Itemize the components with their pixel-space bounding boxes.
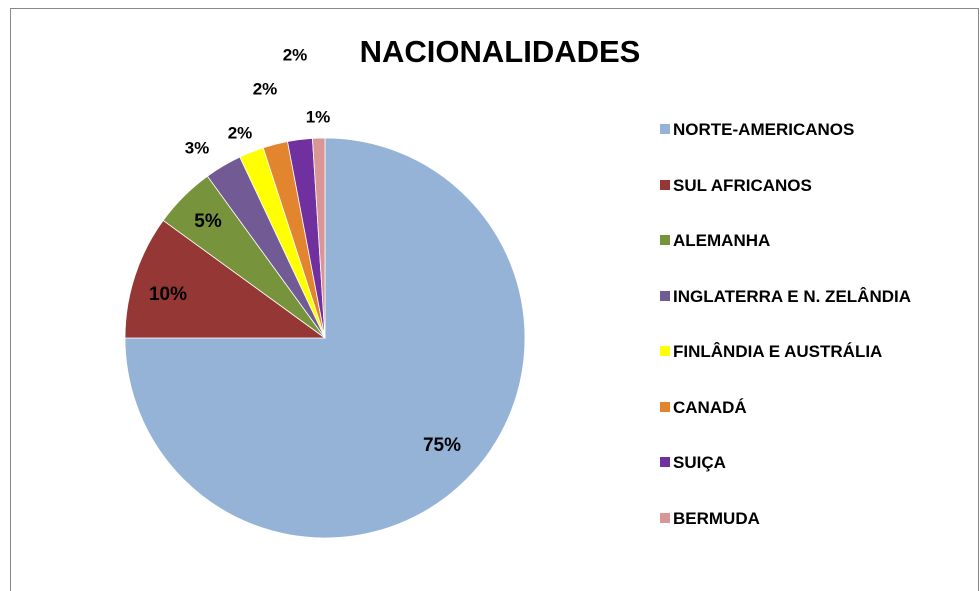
legend-swatch [660,512,670,523]
data-label: 3% [185,138,210,157]
legend-label: CANADÁ [673,397,747,417]
legend-label: SUIÇA [673,453,726,472]
chart-title: NACIONALIDADES [360,34,641,69]
legend-swatch [660,346,670,356]
legend-item: FINLÂNDIA E AUSTRÁLIA [660,342,973,361]
pie-slice [312,137,326,339]
data-label: 2% [228,123,253,142]
legend-swatch [660,235,670,245]
data-label: 2% [283,45,308,64]
legend-label: FINLÂNDIA E AUSTRÁLIA [673,342,883,361]
legend-label: INGLATERRA E N. ZELÂNDIA [673,286,911,306]
legend-label: NORTE-AMERICANOS [673,120,855,139]
legend-item: BERMUDA [660,509,973,528]
legend-swatch [660,124,670,134]
data-label: 1% [306,107,331,126]
data-label: 10% [149,284,187,305]
legend-item: SUL AFRICANOS [660,176,973,195]
legend-label: BERMUDA [673,508,760,528]
legend-swatch [660,290,670,301]
legend-label: SUL AFRICANOS [673,175,812,195]
legend-item: CANADÁ [660,398,973,417]
legend-swatch [660,401,670,412]
pie-slice [124,137,526,539]
data-label: 5% [194,211,222,232]
data-label: 75% [423,435,461,456]
legend-item: SUIÇA [660,453,973,472]
pie-slice [124,219,327,339]
legend-item: INGLATERRA E N. ZELÂNDIA [660,287,973,306]
data-label: 2% [253,79,278,98]
legend-item: NORTE-AMERICANOS [660,120,973,139]
legend-item: ALEMANHA [660,231,973,250]
legend-swatch [660,179,670,190]
legend-swatch [660,457,670,467]
legend-label: ALEMANHA [673,231,771,250]
